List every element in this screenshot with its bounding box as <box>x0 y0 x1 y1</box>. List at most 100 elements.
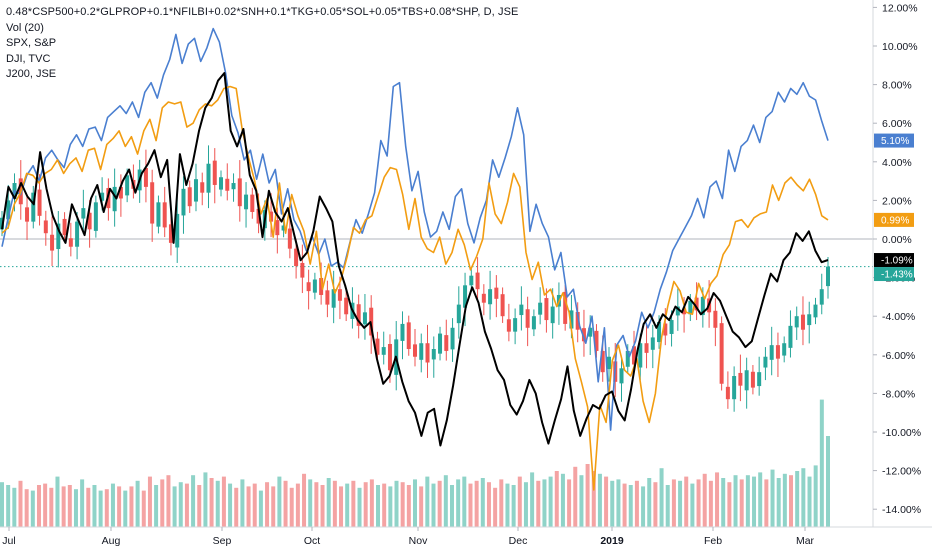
legend-item-dji[interactable]: DJI, TVC <box>6 52 51 65</box>
legend-item-j200[interactable]: J200, JSE <box>6 68 57 80</box>
last-value-labels: 5.10% 0.99% -1.09% -1.43% <box>874 133 914 282</box>
volume-bars <box>0 399 830 527</box>
time-axis[interactable]: Jul Aug Sep Oct Nov Dec 2019 Feb Mar <box>0 526 932 547</box>
candle-body <box>112 186 117 212</box>
candle-body <box>250 194 255 212</box>
volume-bar <box>628 485 633 527</box>
candle-body <box>294 248 299 267</box>
candle-body <box>193 179 198 202</box>
candle-body <box>168 224 173 243</box>
x-tick-label: Aug <box>102 535 121 547</box>
volume-bar <box>363 482 368 527</box>
x-tick-label: Jul <box>2 535 15 547</box>
candle-body <box>118 186 123 199</box>
candle-body <box>725 386 730 400</box>
candle-body <box>225 178 230 191</box>
candle-body <box>538 302 543 315</box>
candle-body <box>381 347 386 355</box>
candle-body <box>826 266 830 287</box>
candle-body <box>212 160 217 185</box>
volume-bar <box>314 482 319 527</box>
candle-body <box>406 322 411 350</box>
volume-bar <box>523 482 528 527</box>
candle-body <box>606 356 611 370</box>
candle-body <box>337 289 342 301</box>
candle-body <box>569 310 574 329</box>
volume-bar <box>789 475 794 527</box>
volume-bar <box>265 482 270 527</box>
volume-bar <box>147 476 152 527</box>
candle-body <box>669 320 674 334</box>
candle-body <box>713 310 718 328</box>
volume-bar <box>332 480 337 527</box>
candle-body <box>231 183 236 190</box>
legend: 0.48*CSP500+0.2*GLPROP+0.1*NFILBI+0.02*S… <box>6 5 518 83</box>
volume-bar <box>86 487 91 527</box>
candle-body <box>175 213 180 248</box>
volume-bar <box>462 476 467 527</box>
legend-item-spx[interactable]: SPX, S&P <box>6 37 57 49</box>
volume-bar <box>92 485 97 527</box>
volume-bar <box>678 480 683 527</box>
volume-bar <box>702 473 707 527</box>
volume-bar <box>684 476 689 527</box>
volume-bar <box>468 483 473 527</box>
volume-bar <box>326 478 331 527</box>
volume-bar <box>172 486 177 527</box>
candle-body <box>463 285 468 308</box>
candle-body <box>244 194 249 210</box>
volume-bar <box>474 480 479 527</box>
candle-body <box>719 323 724 384</box>
volume-bar <box>382 483 387 527</box>
candle-body <box>344 297 349 315</box>
y-tick-label: -6.00% <box>882 350 915 362</box>
volume-bar <box>209 478 214 527</box>
volume-bar <box>721 478 726 527</box>
volume-bar <box>61 486 66 527</box>
candle-body <box>800 314 805 330</box>
volume-bar <box>369 479 374 527</box>
volume-bar <box>554 471 559 527</box>
candle-body <box>813 304 818 318</box>
volume-bar <box>277 476 282 527</box>
volume-bar <box>443 475 448 527</box>
candle-body <box>68 238 73 247</box>
y-tick-label: -12.00% <box>882 466 921 478</box>
volume-bar <box>320 485 325 527</box>
candle-body <box>763 356 768 368</box>
candle-body <box>81 208 86 219</box>
volume-bar <box>493 487 498 527</box>
candle-body <box>319 277 324 295</box>
y-tick-label: 0.00% <box>882 234 912 246</box>
candle-body <box>588 327 593 337</box>
candle-body <box>632 346 637 365</box>
volume-bar <box>659 468 664 527</box>
volume-bar <box>764 479 769 527</box>
candle-body <box>413 344 417 357</box>
candle-body <box>62 218 67 236</box>
volume-bar <box>351 480 356 527</box>
volume-bar <box>616 479 621 527</box>
volume-bar <box>178 482 183 527</box>
last-value-text-spx: 5.10% <box>881 136 909 147</box>
candle-body <box>43 220 48 234</box>
volume-bar <box>129 486 134 527</box>
volume-bar <box>345 483 350 527</box>
y-tick-label: -4.00% <box>882 311 915 323</box>
series-line-dji <box>1 85 829 491</box>
volume-bar <box>745 475 750 527</box>
volume-bar <box>240 479 245 527</box>
volume-bar <box>215 480 220 527</box>
volume-bar <box>43 483 48 527</box>
candle-body <box>206 163 211 193</box>
volume-bar <box>708 480 713 527</box>
candle-body <box>50 234 55 251</box>
y-tick-label: -10.00% <box>882 427 921 439</box>
candle-body <box>387 343 392 371</box>
legend-main-symbol[interactable]: 0.48*CSP500+0.2*GLPROP+0.1*NFILBI+0.02*S… <box>6 6 519 18</box>
volume-bar <box>246 486 251 527</box>
candle-body <box>6 200 11 220</box>
candle-body <box>312 279 317 293</box>
legend-item-volume[interactable]: Vol (20) <box>6 21 44 34</box>
